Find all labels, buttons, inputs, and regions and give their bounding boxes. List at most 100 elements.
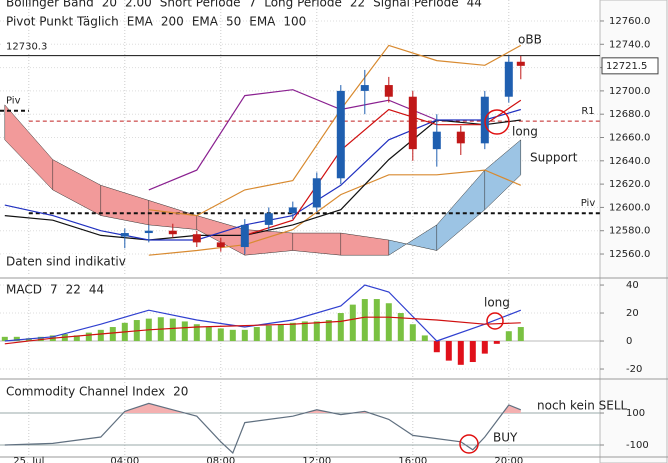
signal-circle <box>459 434 479 454</box>
reference-box <box>2 39 50 54</box>
signal-circle <box>486 312 504 330</box>
candle-body <box>144 230 153 234</box>
header-text: Commodity Channel Index <box>6 385 165 399</box>
annotation: oBB <box>518 33 542 47</box>
histogram-bar <box>313 321 320 342</box>
histogram-bar <box>181 321 188 342</box>
histogram-bar <box>421 335 428 342</box>
y-tick-label: 0 <box>626 336 632 347</box>
x-tick-label: 04:00 <box>110 456 139 463</box>
last-price-box <box>601 57 659 75</box>
histogram-bar <box>457 341 464 365</box>
note-box <box>2 254 124 270</box>
header-text: 44 <box>467 0 482 10</box>
candle-body <box>456 131 465 144</box>
histogram-bar <box>37 336 44 342</box>
candle-body <box>408 96 417 150</box>
y-tick-label: 20 <box>626 308 639 319</box>
y-tick-label: 100 <box>626 408 645 419</box>
header-text: 7 <box>50 283 58 297</box>
histogram-bar <box>505 331 512 342</box>
cci-fill <box>4 403 521 414</box>
histogram-bar <box>349 304 356 342</box>
annotation: long <box>484 296 510 310</box>
candle-body <box>216 242 225 248</box>
histogram-bar <box>337 313 344 342</box>
header-text: Short Periode <box>160 0 241 10</box>
header-text: 44 <box>89 283 104 297</box>
header-text: Long Periode <box>264 0 342 10</box>
histogram-bar <box>301 321 308 342</box>
histogram-bar <box>481 341 488 354</box>
macd-line <box>4 284 522 342</box>
level-label: Piv <box>6 96 21 107</box>
y-tick-label: 40 <box>626 280 639 291</box>
histogram-bar <box>289 322 296 342</box>
candle-body <box>336 90 345 179</box>
histogram-bar <box>373 299 380 342</box>
x-tick-label: 08:00 <box>206 456 235 463</box>
histogram-bar <box>25 338 32 342</box>
histogram-bar <box>85 332 92 342</box>
x-tick-label: 20:00 <box>494 456 523 463</box>
histogram-bar <box>13 336 20 342</box>
candle-body <box>360 85 369 91</box>
histogram-bar <box>241 329 248 342</box>
candle-body <box>240 224 249 248</box>
histogram-bar <box>217 328 224 342</box>
histogram-bar <box>433 341 440 353</box>
annotation: long <box>512 125 538 139</box>
histogram-bar <box>361 299 368 342</box>
header-text: MACD <box>6 283 42 297</box>
cci-line <box>4 402 522 455</box>
histogram-bar <box>469 341 476 363</box>
header-text: 100 <box>283 15 306 29</box>
x-tick-label: 12:00 <box>302 456 331 463</box>
candle-body <box>384 85 393 97</box>
y-tick-label: 12700.0 <box>609 86 650 97</box>
indicator-line <box>148 169 522 256</box>
histogram-bar <box>73 335 80 342</box>
annotation: noch kein SELL <box>537 399 628 413</box>
histogram-bar <box>397 313 404 342</box>
histogram-bar <box>517 327 524 342</box>
header-text: 200 <box>161 15 184 29</box>
header-text: 20 <box>173 385 188 399</box>
header-text: 22 <box>350 0 365 10</box>
last-price-label: 12721.5 <box>606 61 647 72</box>
reference-label: 12730.3 <box>6 42 47 53</box>
y-tick-label: 12740.0 <box>609 39 650 50</box>
histogram-bar <box>205 327 212 342</box>
y-tick-label: 12600.0 <box>609 202 650 213</box>
histogram-bar <box>265 325 272 342</box>
histogram-bar <box>229 329 236 342</box>
histogram-bar <box>253 327 260 342</box>
histogram-bar <box>277 324 284 342</box>
header-text: EMA <box>192 15 219 29</box>
annotation: Support <box>530 151 578 165</box>
candle-body <box>288 207 297 214</box>
candle-body <box>168 230 177 235</box>
annotation: BUY <box>493 431 518 445</box>
header-text: EMA <box>249 15 276 29</box>
signal-circle <box>484 109 510 135</box>
histogram-bar <box>193 324 200 342</box>
histogram-bar <box>385 303 392 342</box>
level-label: Piv <box>581 198 596 209</box>
histogram-bar <box>109 327 116 342</box>
header-text: 22 <box>66 283 81 297</box>
histogram-bar <box>1 336 8 342</box>
y-tick-label: 12560.0 <box>609 249 650 260</box>
header-text: Bollinger Band <box>6 0 94 10</box>
header-text: EMA <box>127 15 154 29</box>
header-text: 7 <box>249 0 257 10</box>
macd-line <box>4 316 521 345</box>
histogram-bar <box>493 341 500 344</box>
histogram-bar <box>409 324 416 342</box>
candle-body <box>516 61 525 66</box>
right-axis-area <box>599 0 668 463</box>
candle-body <box>504 61 513 97</box>
histogram-bar <box>445 341 452 361</box>
x-tick-label: 25. Jul <box>13 456 44 463</box>
y-tick-label: -20 <box>626 364 642 375</box>
